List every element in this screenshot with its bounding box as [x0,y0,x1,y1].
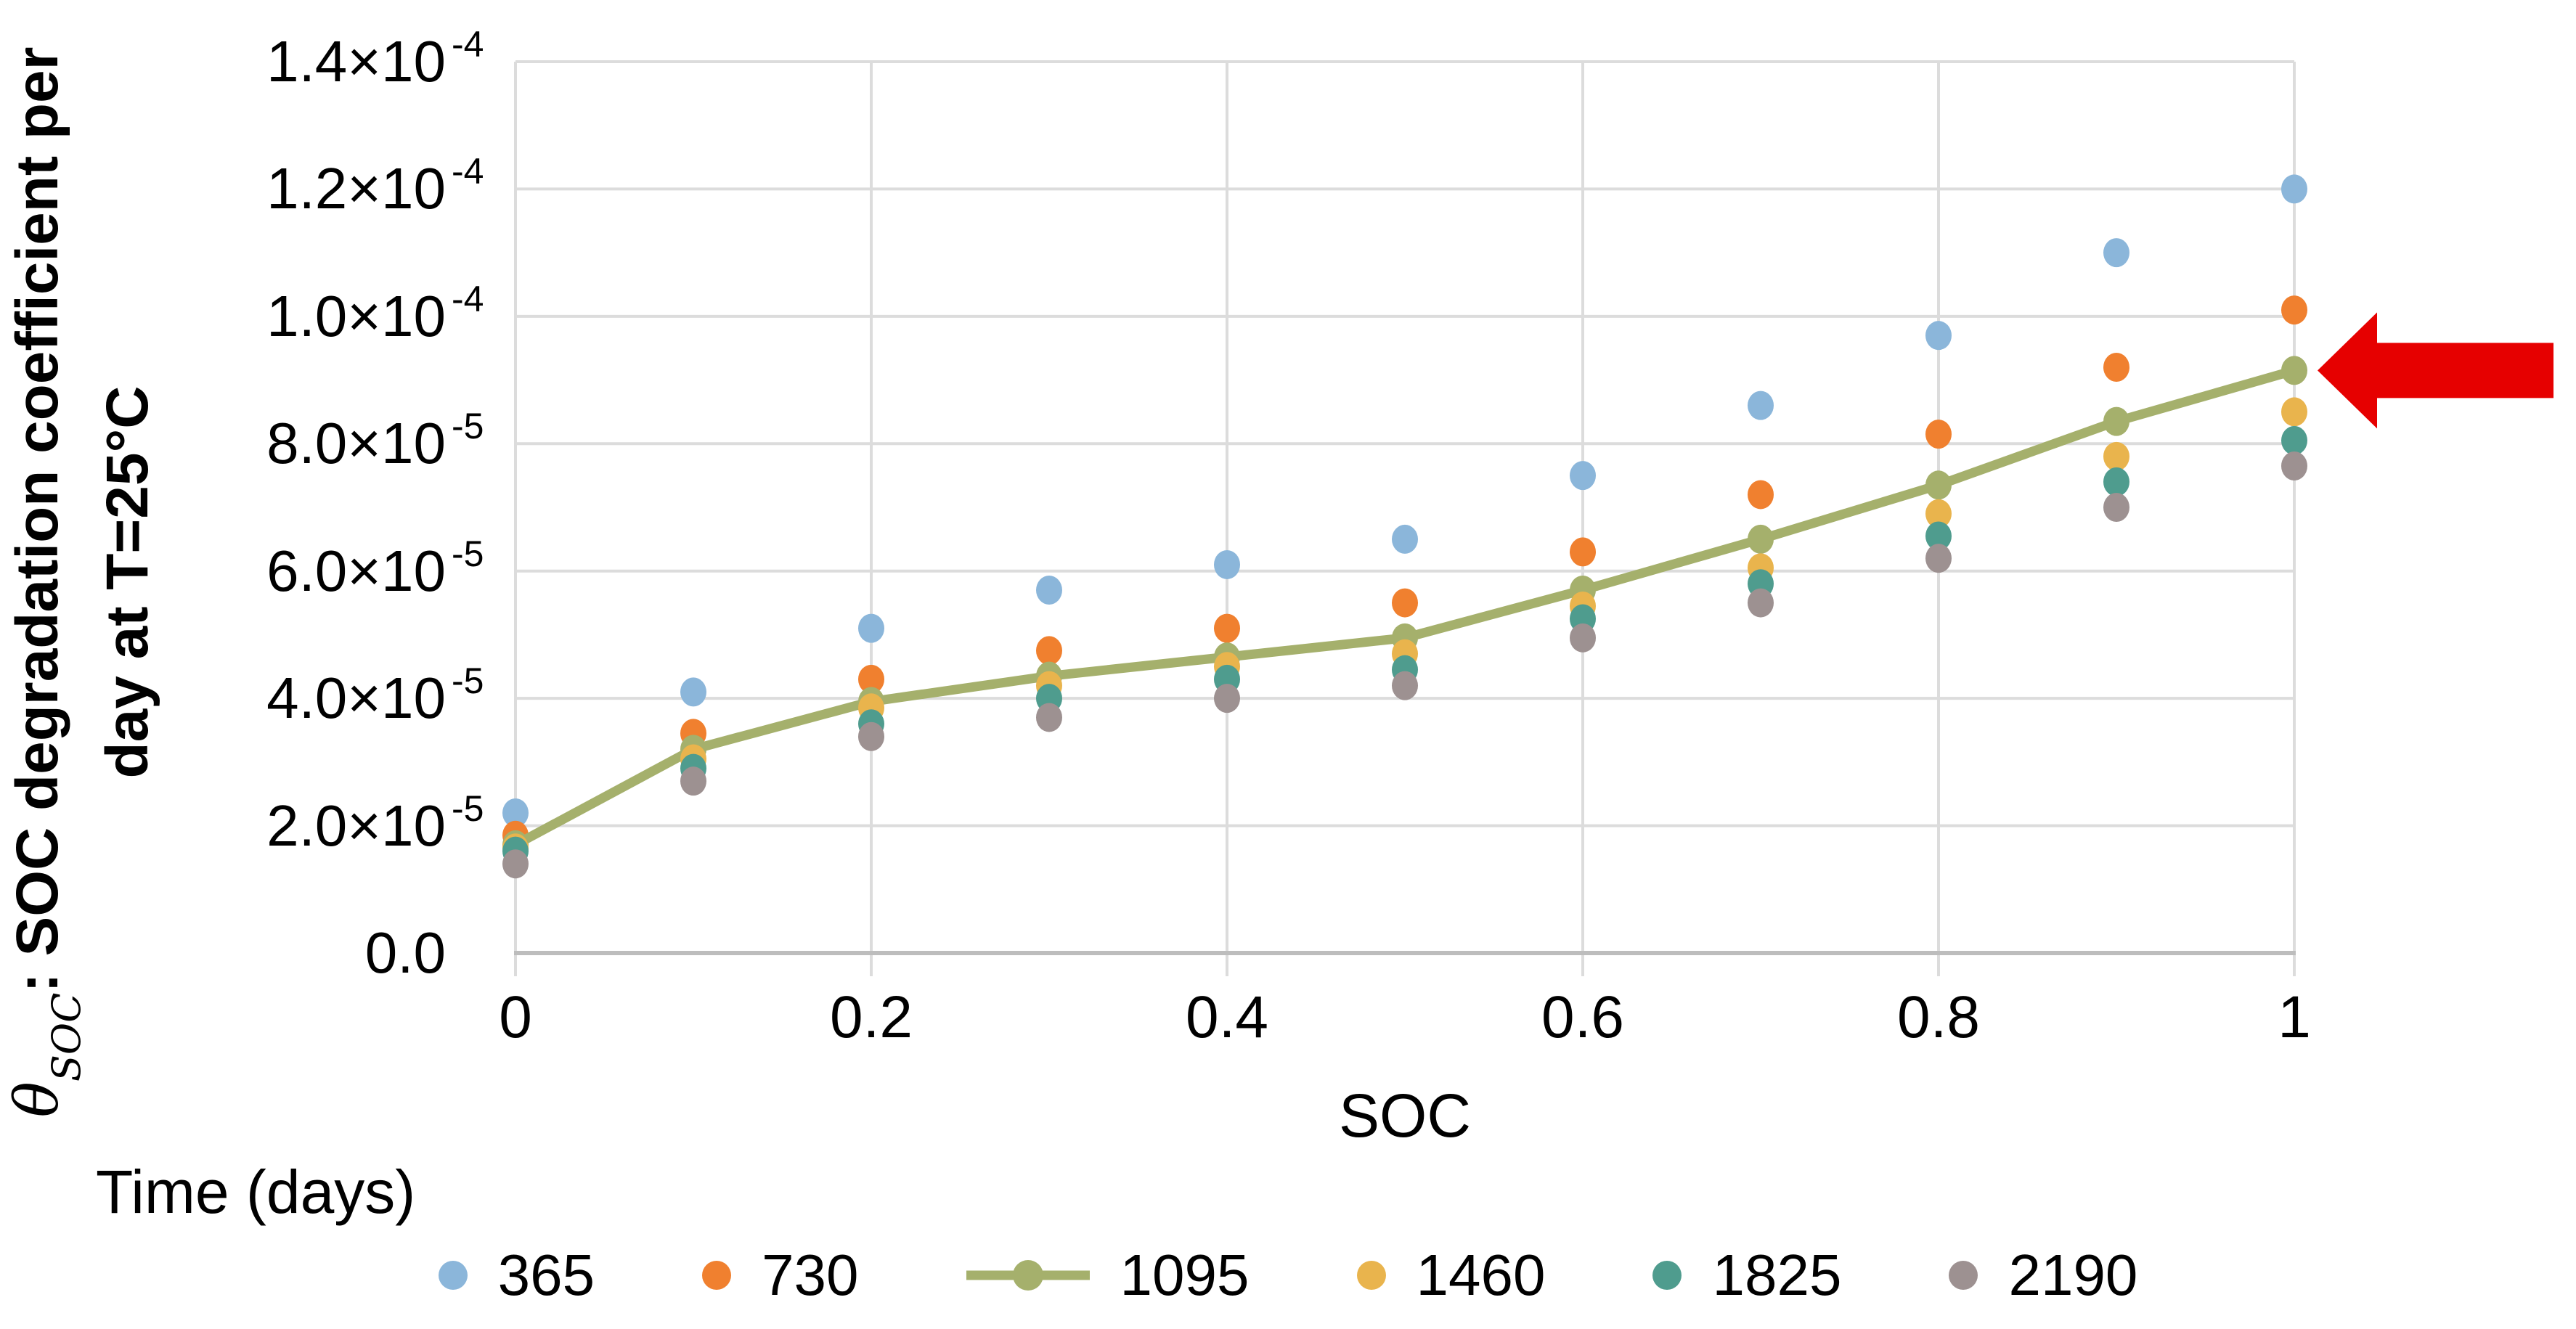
series-point [2103,493,2129,522]
legend-item-2190: 2190 [1949,1239,2137,1312]
series-point [1392,588,1418,618]
series-point [2103,441,2129,471]
y-axis-title-line1: θSOC: SOC degradation coefficient per [2,41,92,1123]
series-point [1925,470,1952,500]
series-point [1036,703,1062,732]
series-point [2281,356,2307,385]
y-tick-label: 8.0×10 -5 [266,406,484,476]
theta-symbol: θ [3,1081,72,1118]
series-point [1925,499,1952,528]
series-point [858,664,884,694]
series-point [1748,588,1774,618]
series-point [2281,397,2307,427]
series-point [502,849,529,879]
legend-item-1095: 1095 [966,1239,1250,1312]
x-tick-label: 0 [499,984,532,1050]
series-point [1570,537,1596,567]
series-point [1214,613,1240,643]
series-point [2281,295,2307,325]
legend: 365 730 1095 1460 1825 2190 [0,1235,2576,1315]
legend-item-1460: 1460 [1356,1239,1546,1312]
series-point [1214,684,1240,713]
series-point [502,798,529,828]
series-point [1036,576,1062,605]
legend-dot-marker [438,1261,468,1290]
annotation-arrow [2318,312,2553,429]
legend-label: 730 [762,1243,859,1307]
series-point [680,677,706,707]
legend-label: 365 [497,1243,595,1307]
legend-item-365: 365 [438,1239,595,1312]
series-point [1925,544,1952,573]
series-point [858,721,884,751]
series-point [2103,353,2129,383]
y-tick-label: 1.0×10 -4 [266,278,484,348]
series-point [1925,420,1952,449]
x-tick-label: 0.8 [1897,984,1980,1050]
series-point [2281,451,2307,481]
series-point [1392,671,1418,700]
series-point [1748,480,1774,510]
series-point [2281,174,2307,204]
series-point [680,766,706,796]
legend-item-730: 730 [702,1239,859,1312]
x-tick-label: 0.6 [1541,984,1624,1050]
series-point [1925,521,1952,551]
series-point [1392,524,1418,554]
series-point [1036,636,1062,666]
series-point [1214,549,1240,579]
y-tick-label: 1.4×10 -4 [266,24,484,94]
y-axis-title: θSOC: SOC degradation coefficient per da… [2,41,160,1123]
x-tick-label: 0.4 [1186,984,1268,1050]
legend-title: Time (days) [96,1158,416,1226]
y-tick-label: 4.0×10 -5 [266,661,484,731]
series-point [1748,524,1774,554]
legend-label: 1460 [1416,1243,1546,1307]
legend-label: 1825 [1712,1243,1842,1307]
series-point [1570,623,1596,653]
y-tick-label: 6.0×10 -5 [266,533,484,603]
series-point [1925,321,1952,351]
y-tick-label: 2.0×10 -5 [266,788,484,858]
series-730 [502,295,2307,850]
y-tick-label: 0.0 [364,920,446,985]
legend-dot-marker [1356,1261,1386,1290]
series-point [2103,406,2129,436]
legend-label: 2190 [2008,1243,2138,1307]
legend-dot-marker [1949,1261,1978,1290]
x-axis-title: SOC [1338,1081,1472,1150]
series-point [1570,461,1596,491]
y-tick-label: 1.2×10 -4 [266,151,484,221]
x-tick-label: 1 [2278,984,2311,1050]
series-point [2281,425,2307,455]
legend-label: 1095 [1120,1243,1250,1307]
series-365 [502,174,2307,828]
legend-item-1825: 1825 [1652,1239,1841,1312]
series-point [858,613,884,643]
series-point [1748,390,1774,420]
y-axis-title-line2: day at T=25°C [94,385,161,779]
theta-subscript: SOC [44,992,90,1082]
x-tick-label: 0.2 [830,984,913,1050]
series-2190 [502,451,2307,879]
series-point [2103,467,2129,496]
legend-dot-marker [1652,1261,1682,1290]
series-point [2103,238,2129,268]
legend-dot-marker [702,1261,732,1290]
legend-line-dot-marker [966,1260,1090,1291]
y-axis-title-text: : SOC degradation coefficient per [4,46,70,993]
